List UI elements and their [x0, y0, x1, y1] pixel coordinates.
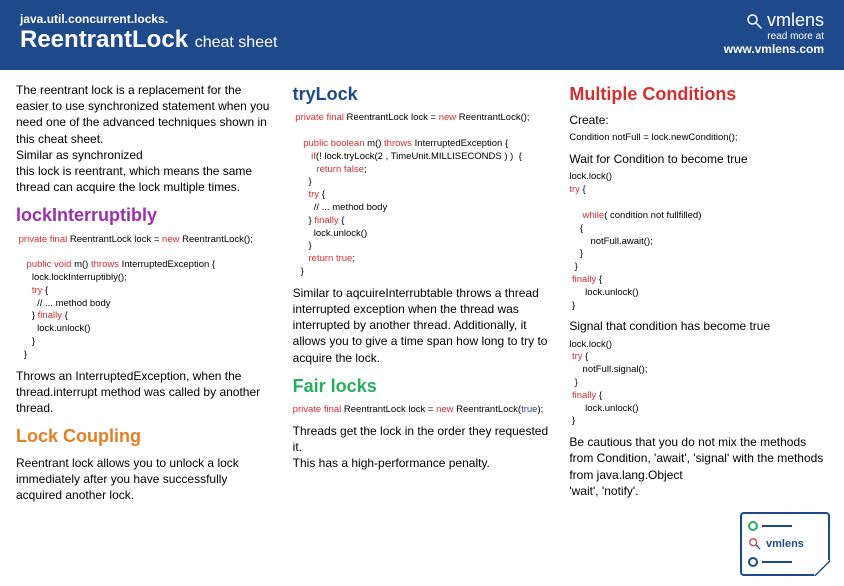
circle-green-icon: [748, 521, 758, 531]
title-sub: cheat sheet: [195, 34, 278, 51]
column-3: Multiple Conditions Create: Condition no…: [569, 82, 828, 507]
desc-fairLocks: Threads get the lock in the order they r…: [293, 423, 552, 472]
code-fairLocks: private final ReentrantLock lock = new R…: [293, 404, 552, 417]
logo-row-1: [748, 517, 828, 535]
signal-label: Signal that condition has become true: [569, 318, 828, 334]
brand-text: vmlens: [767, 10, 824, 31]
caution-text: Be cautious that you do not mix the meth…: [569, 434, 828, 499]
header-right: vmlens read more at www.vmlens.com: [724, 10, 824, 56]
read-more-label: read more at: [724, 31, 824, 42]
title-main: ReentrantLock: [20, 26, 188, 53]
heading-lockCoupling: Lock Coupling: [16, 424, 275, 448]
logo-row-2: vmlens: [748, 535, 828, 553]
header-left: java.util.concurrent.locks. ReentrantLoc…: [20, 12, 277, 54]
desc-lockInterruptibly: Throws an InterruptedException, when the…: [16, 368, 275, 417]
header-bar: java.util.concurrent.locks. ReentrantLoc…: [0, 0, 844, 70]
circle-blue-icon: [748, 557, 758, 567]
code-signal: lock.lock() try { notFull.signal(); } fi…: [569, 339, 828, 429]
page-title: ReentrantLock cheat sheet: [20, 26, 277, 54]
magnifier-icon: [745, 12, 763, 30]
heading-tryLock: tryLock: [293, 82, 552, 106]
dash-icon: [762, 525, 792, 527]
brand-url: www.vmlens.com: [724, 42, 824, 56]
desc-tryLock: Similar to aqcuireInterrubtable throws a…: [293, 285, 552, 366]
code-lockInterruptibly: private final ReentrantLock lock = new R…: [16, 234, 275, 362]
code-wait: lock.lock() try { while( condition not f…: [569, 171, 828, 312]
code-create: Condition notFull = lock.newCondition();: [569, 132, 828, 145]
content-body: The reentrant lock is a replacement for …: [0, 70, 844, 517]
page-fold-icon: [814, 560, 830, 576]
heading-multipleConditions: Multiple Conditions: [569, 82, 828, 106]
dash-icon: [762, 561, 792, 563]
create-label: Create:: [569, 112, 828, 128]
magnifier-icon: [748, 537, 762, 551]
code-tryLock: private final ReentrantLock lock = new R…: [293, 112, 552, 279]
heading-lockInterruptibly: lockInterruptibly: [16, 203, 275, 227]
logo-text: vmlens: [766, 538, 804, 550]
column-2: tryLock private final ReentrantLock lock…: [293, 82, 552, 507]
brand-row: vmlens: [724, 10, 824, 31]
desc-lockCoupling: Reentrant lock allows you to unlock a lo…: [16, 455, 275, 504]
footer-logo: vmlens: [740, 512, 830, 576]
wait-label: Wait for Condition to become true: [569, 151, 828, 167]
intro-text: The reentrant lock is a replacement for …: [16, 82, 275, 195]
heading-fairLocks: Fair locks: [293, 374, 552, 398]
package-path: java.util.concurrent.locks.: [20, 12, 277, 26]
column-1: The reentrant lock is a replacement for …: [16, 82, 275, 507]
